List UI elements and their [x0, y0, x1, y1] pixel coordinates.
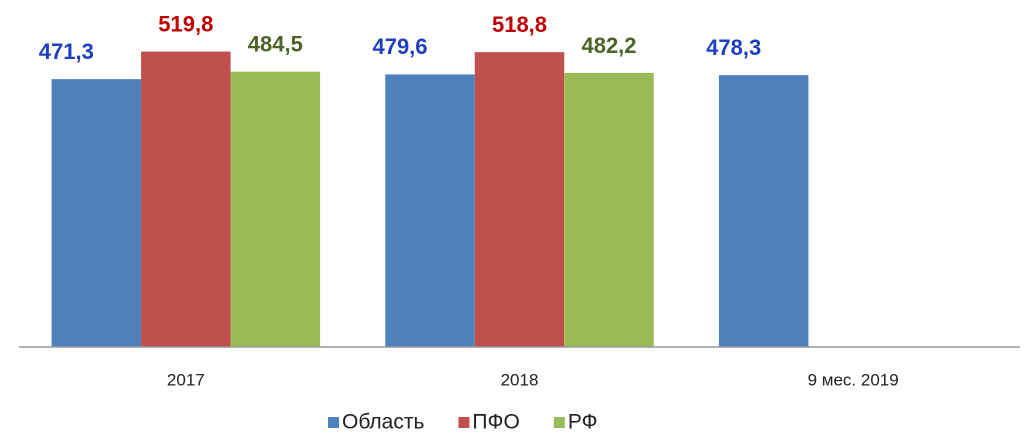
bar	[474, 52, 565, 347]
data-label: 482,2	[581, 33, 636, 58]
bar	[230, 71, 321, 347]
bar	[141, 51, 231, 348]
legend-swatch	[328, 417, 339, 428]
data-label: 471,3	[39, 39, 94, 64]
bar	[718, 75, 809, 347]
data-label: 479,6	[372, 34, 427, 59]
legend-label: Область	[342, 411, 424, 434]
data-label: 484,5	[248, 31, 303, 56]
bar	[385, 74, 475, 347]
x-tick-label: 9 мес. 2019	[808, 370, 899, 389]
x-tick-label: 2017	[167, 370, 205, 389]
data-label: 518,8	[492, 12, 547, 37]
x-tick-label: 2018	[501, 370, 539, 389]
legend-swatch	[458, 417, 470, 428]
legend-label: РФ	[568, 411, 598, 434]
data-label: 478,3	[706, 35, 761, 60]
bar	[564, 72, 654, 347]
data-label: 519,8	[158, 11, 213, 36]
bar	[51, 79, 142, 347]
legend-swatch	[553, 417, 565, 428]
legend-label: ПФО	[472, 411, 519, 434]
